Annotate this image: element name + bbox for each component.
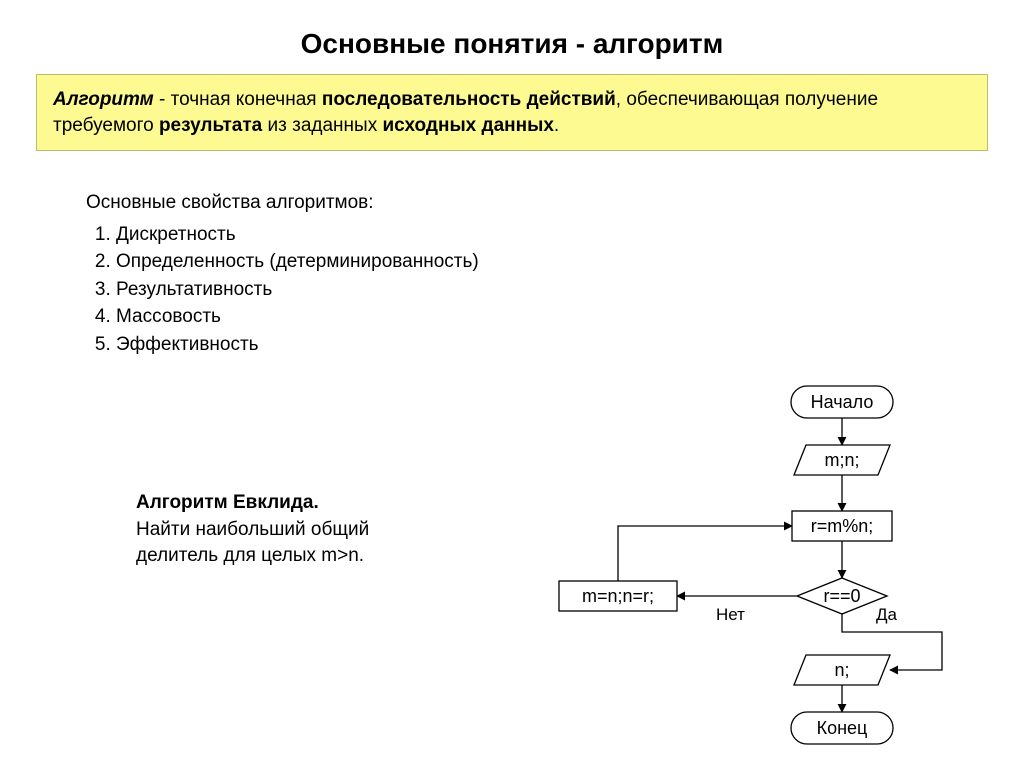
example-line: Найти наибольший общий [136,517,369,544]
flow-node-label: Конец [817,718,868,738]
properties-block: Основные свойства алгоритмов: Дискретнос… [86,189,1024,358]
flow-edge-label: Нет [716,605,745,624]
page-title: Основные понятия - алгоритм [0,0,1024,74]
flow-edge-label: Да [876,605,898,624]
property-item: Эффективность [116,331,1024,359]
flow-node: r=m%n; [792,511,892,541]
flow-node-label: Начало [811,392,874,412]
flow-node-label: r==0 [823,586,860,606]
example-line: делитель для целых m>n. [136,543,369,570]
flow-node: m;n; [794,445,890,475]
flow-edge [618,526,792,581]
flow-node-label: m=n;n=r; [582,586,654,606]
flow-node: n; [794,655,890,685]
flow-node-label: n; [834,660,849,680]
property-item: Результативность [116,276,1024,304]
definition-box: Алгоритм - точная конечная последователь… [36,74,988,151]
flowchart: Да Нет Начало m;n; r=m%n; r==0 m=n;n=r; n; Конец [540,380,990,760]
flow-node-label: r=m%n; [811,516,874,536]
property-item: Дискретность [116,221,1024,249]
properties-list: ДискретностьОпределенность (детерминиров… [86,221,1024,359]
property-item: Массовость [116,303,1024,331]
flow-node-label: m;n; [824,450,859,470]
flow-node: Начало [791,386,893,418]
flow-node: m=n;n=r; [559,581,677,611]
properties-heading: Основные свойства алгоритмов: [86,189,1024,217]
property-item: Определенность (детерминированность) [116,248,1024,276]
example-block: Алгоритм Евклида. Найти наибольший общий… [136,490,369,570]
flow-node: r==0 [797,578,887,614]
example-heading: Алгоритм Евклида. [136,490,369,517]
flow-node: Конец [791,712,893,744]
